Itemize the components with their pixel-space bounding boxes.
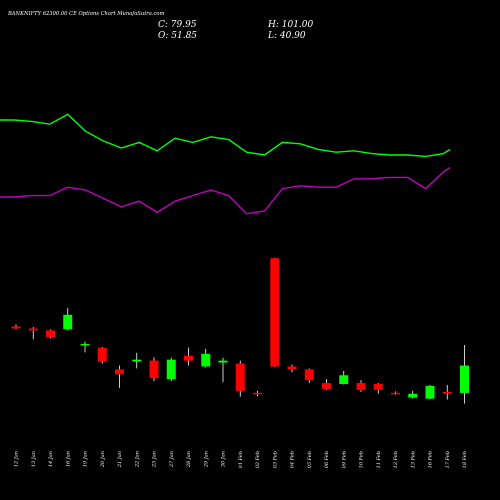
x-tick-label: 09 Feb [341,451,347,468]
candle [46,329,55,339]
candle [391,391,400,395]
candle-body-down [322,383,331,389]
x-tick-label: 20 Jan [100,451,106,468]
candle-body-up [339,375,349,385]
candle [80,341,90,353]
candle-body-up [132,359,142,362]
candle-body-up [201,353,211,367]
candle-body-up [460,365,469,393]
candle [97,346,107,364]
x-axis-ticks: 12 Jan 13 Jan 14 Jan 16 Jan 19 Jan 20 Jan 21 J… [14,451,469,468]
candle-body-up [408,393,418,398]
x-tick-label: 22 Jan [134,451,140,468]
candle [373,383,383,394]
chart-title: BANKNIFTY 62300.00 CE Options Chart Muna… [7,11,165,17]
candle [460,345,469,404]
candle-body-down [304,369,314,381]
x-tick-label: 17 Feb [445,451,451,468]
candle [184,347,193,366]
candle-body-down [115,369,124,375]
candle-body-down [184,355,193,361]
open-label: O: 51.85 [158,31,197,41]
x-tick-label: 02 Feb [255,451,261,468]
x-tick-label: 01 Feb [238,451,244,468]
candle-body-down [149,360,159,379]
x-tick-label: 23 Jan [152,451,158,468]
candle-body-down [253,392,262,395]
x-tick-label: 30 Jan [221,451,227,467]
x-tick-label: 29 Jan [203,451,209,468]
candle-body-down [373,384,383,390]
candle-body-up [166,359,176,380]
candle [63,307,73,331]
candle-body-up [63,314,73,330]
x-tick-label: 13 Feb [410,451,416,468]
candle-body-down [235,363,245,391]
candle [425,385,435,400]
x-tick-label: 03 Feb [272,451,278,468]
indicator-line-1 [0,113,451,158]
candle-body-down [287,366,297,370]
indicator-line-2 [0,167,451,215]
candle [149,357,159,382]
x-tick-label: 04 Feb [290,451,296,468]
candle-body-down [442,391,452,394]
candle-body-down [46,330,55,338]
x-tick-label: 27 Jan [169,451,175,468]
candle [28,326,38,340]
candle-body-down [97,347,107,362]
x-tick-label: 16 Feb [428,451,434,468]
candle-body-down [391,392,400,395]
candle [322,379,331,390]
candle [132,352,142,369]
x-tick-label: 28 Jan [186,451,192,468]
x-tick-label: 05 Feb [307,451,313,468]
indicator-lines [0,113,451,215]
candle [218,357,228,383]
candle-body-down [28,328,38,331]
close-label: C: 79.95 [158,20,197,30]
candle-body-up [218,360,228,363]
x-tick-label: 12 Feb [393,451,399,468]
x-tick-label: 18 Feb [462,451,468,468]
x-tick-label: 14 Jan [48,451,54,467]
candle-body-up [80,344,90,346]
x-tick-label: 06 Feb [324,451,330,468]
candle [408,390,418,399]
candle [235,360,245,397]
x-tick-label: 12 Jan [14,451,20,467]
candle [287,364,297,373]
candle [11,324,21,330]
candle [270,257,280,367]
x-tick-label: 13 Jan [31,451,37,467]
candle-body-down [11,326,21,329]
candle-body-down [356,383,366,390]
x-tick-label: 21 Jan [117,451,123,468]
candle [253,390,262,397]
candle [339,370,349,385]
candle [356,380,366,392]
x-tick-label: 19 Jan [83,451,89,467]
low-label: L: 40.90 [267,31,306,41]
candle [166,357,176,382]
candle [304,368,314,384]
candle [115,365,124,388]
candle-body-up [425,385,435,399]
high-label: H: 101.00 [267,20,314,30]
x-tick-label: 16 Jan [65,451,71,467]
candle [201,348,211,368]
candles [11,257,469,404]
x-tick-label: 11 Feb [376,451,382,468]
x-tick-label: 10 Feb [359,451,365,468]
candle-body-down [270,258,280,367]
candle [442,385,452,400]
